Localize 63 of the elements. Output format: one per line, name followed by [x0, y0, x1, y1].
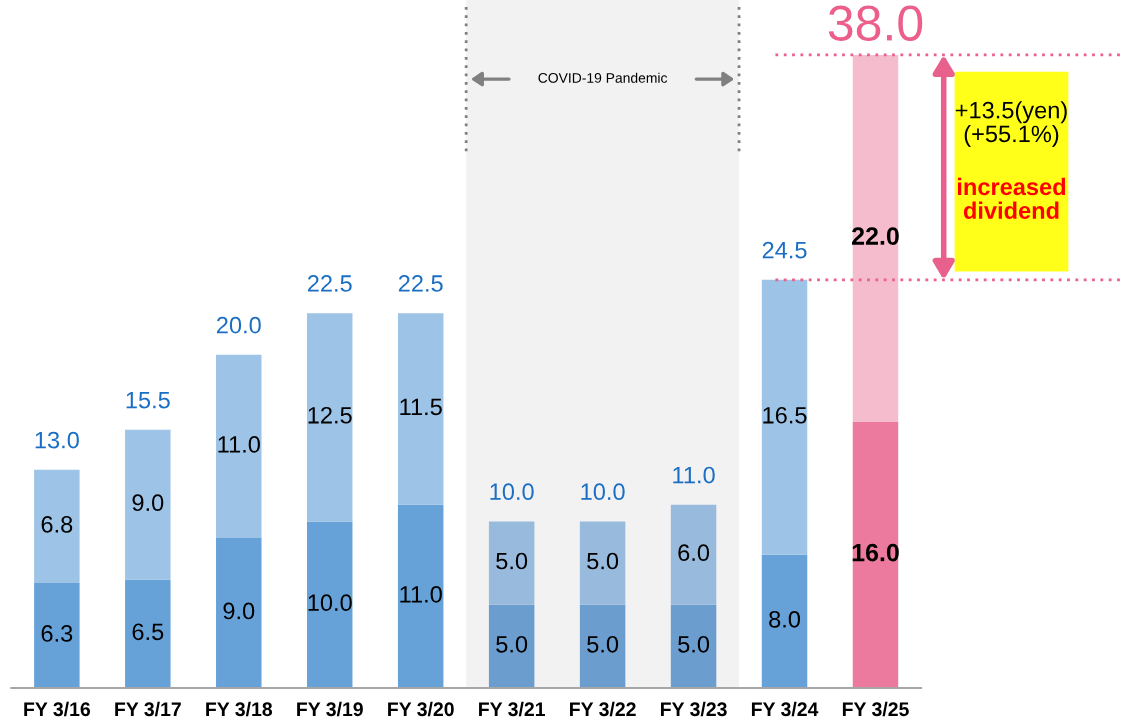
data-label: 5.0	[678, 635, 710, 653]
bar	[125, 579, 171, 688]
data-label: 5.0	[496, 552, 528, 570]
x-tick-label: FY 3/20	[388, 701, 454, 717]
data-label: 11.0	[400, 585, 442, 603]
bar	[216, 354, 262, 539]
data-label: 22.0	[852, 227, 899, 245]
bar	[34, 583, 80, 688]
bar	[216, 538, 262, 688]
bar	[761, 554, 808, 688]
data-label: 9.0	[223, 602, 255, 620]
bar	[397, 313, 444, 505]
data-label: 11.5	[400, 398, 442, 416]
band-label: COVID-19 Pandemic	[538, 72, 668, 83]
data-label: 5.0	[587, 635, 619, 653]
x-tick-label: FY 3/22	[570, 701, 636, 717]
total-label: 24.5	[762, 241, 807, 259]
total-label: 13.0	[35, 431, 79, 449]
total-label: 11.0	[673, 466, 715, 484]
total-label: 10.0	[490, 483, 534, 501]
data-label: 6.3	[41, 625, 73, 642]
total-label: 20.0	[216, 316, 261, 334]
text: +13.5(yen) (+55.1%)	[955, 101, 1067, 147]
x-tick-label: FY 3/23	[661, 701, 727, 717]
x-tick-label: FY 3/19	[297, 701, 363, 717]
x-tick-label: FY 3/16	[24, 701, 91, 717]
bar	[125, 429, 171, 580]
data-label: 10.0	[308, 594, 352, 612]
data-label: 12.5	[308, 406, 352, 424]
bar	[761, 279, 808, 555]
data-label: 9.0	[132, 494, 164, 512]
data-label: 5.0	[587, 552, 619, 570]
total-label: 22.5	[398, 275, 443, 292]
total-label: 22.5	[307, 275, 352, 292]
total-label: 38.0	[828, 5, 923, 41]
x-tick-label: FY 3/18	[206, 701, 273, 717]
x-tick-label: FY 3/25	[842, 701, 909, 717]
bar	[670, 504, 717, 605]
bar	[34, 469, 80, 584]
data-label: 16.0	[852, 543, 899, 562]
data-label: 6.0	[678, 544, 710, 562]
total-label: 10.0	[581, 483, 625, 501]
data-label: 8.0	[769, 610, 801, 628]
data-label: 6.5	[132, 623, 164, 641]
total-label: 15.5	[126, 391, 170, 409]
data-label: 16.5	[763, 406, 807, 424]
bar	[306, 313, 353, 522]
x-tick-label: FY 3/17	[115, 701, 181, 717]
x-tick-label: FY 3/21	[479, 701, 545, 717]
x-tick-label: FY 3/24	[751, 701, 819, 717]
bar	[579, 604, 626, 688]
text: increased dividend	[958, 177, 1066, 219]
bar	[852, 54, 899, 422]
data-label: 11.0	[218, 436, 260, 453]
bar	[306, 521, 353, 688]
bar	[488, 604, 535, 688]
bar	[852, 421, 899, 688]
bar	[579, 521, 626, 605]
data-label: 5.0	[496, 635, 528, 653]
bar	[488, 521, 535, 605]
data-label: 6.8	[41, 516, 73, 533]
bar	[670, 604, 717, 688]
bar	[397, 504, 444, 688]
